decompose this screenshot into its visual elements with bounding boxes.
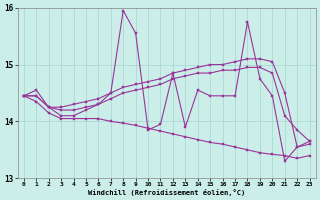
X-axis label: Windchill (Refroidissement éolien,°C): Windchill (Refroidissement éolien,°C) bbox=[88, 189, 245, 196]
